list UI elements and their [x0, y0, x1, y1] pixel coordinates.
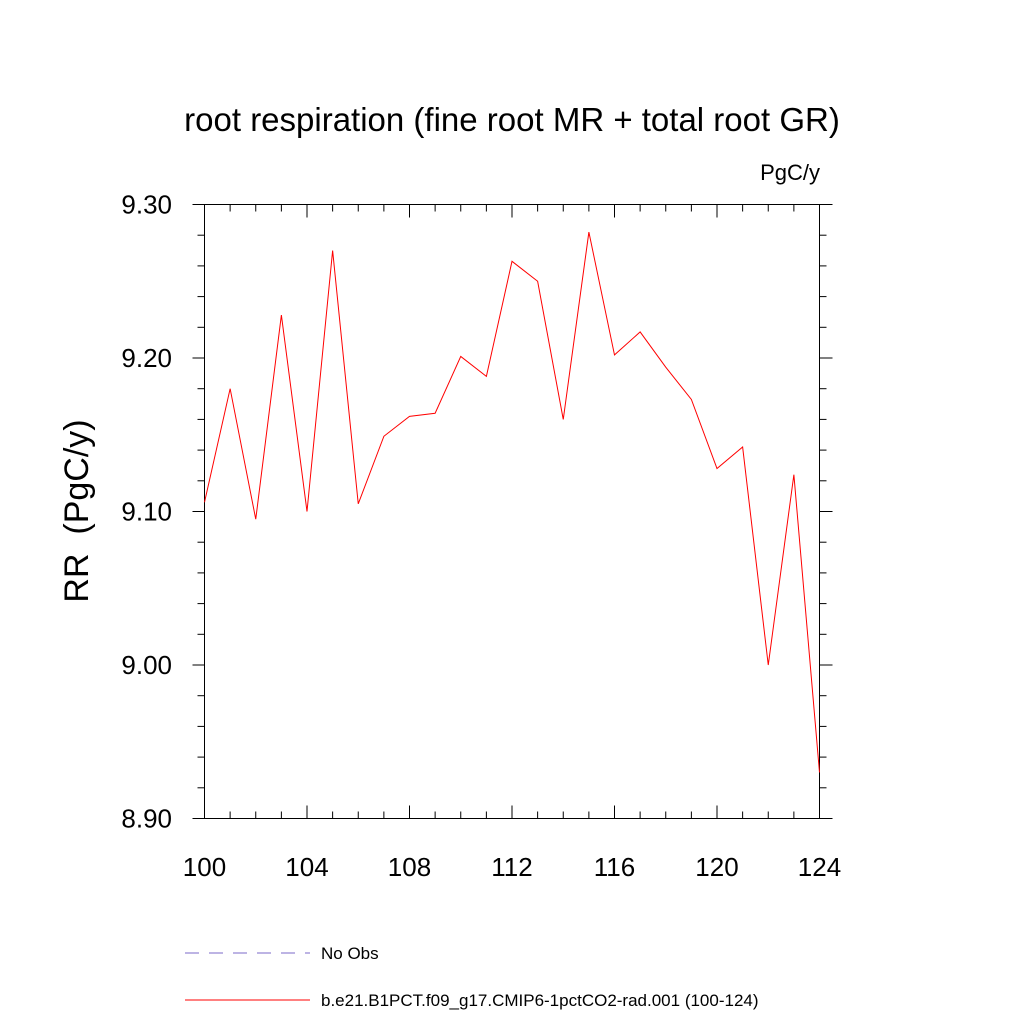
x-tick-label: 108	[388, 852, 431, 882]
plot-frame	[204, 204, 820, 819]
y-axis-label: RR (PgC/y)	[58, 419, 96, 602]
x-tick-label: 112	[491, 852, 532, 882]
axis-ticks	[192, 204, 833, 819]
legend-label-no-obs: No Obs	[321, 944, 379, 963]
axis-tick-labels: 100 104 108 112 116 120 124 8.90 9.00 9.10 9.20 9.3…	[121, 190, 841, 883]
y-tick-label: 9.10	[121, 497, 172, 527]
chart-title: root respiration (fine root MR + total r…	[184, 101, 840, 138]
series-lines	[204, 232, 820, 773]
legend-label-model-run: b.e21.B1PCT.f09_g17.CMIP6-1pctCO2-rad.00…	[321, 991, 759, 1010]
units-label: PgC/y	[760, 160, 820, 185]
x-tick-label: 104	[285, 852, 328, 882]
y-tick-label: 8.90	[121, 804, 172, 834]
plot-area: 100 104 108 112 116 120 124 8.90 9.00 9.10 9.20 9.3…	[121, 190, 841, 883]
y-tick-label: 9.30	[121, 190, 172, 220]
x-tick-label: 120	[695, 852, 738, 882]
x-tick-label: 100	[183, 852, 226, 882]
y-tick-label: 9.00	[121, 650, 172, 680]
series-line-1	[204, 232, 820, 773]
x-tick-label: 124	[798, 852, 841, 882]
y-tick-label: 9.20	[121, 343, 172, 373]
x-tick-label: 116	[594, 852, 635, 882]
legend: No Obs b.e21.B1PCT.f09_g17.CMIP6-1pctCO2…	[185, 944, 759, 1010]
